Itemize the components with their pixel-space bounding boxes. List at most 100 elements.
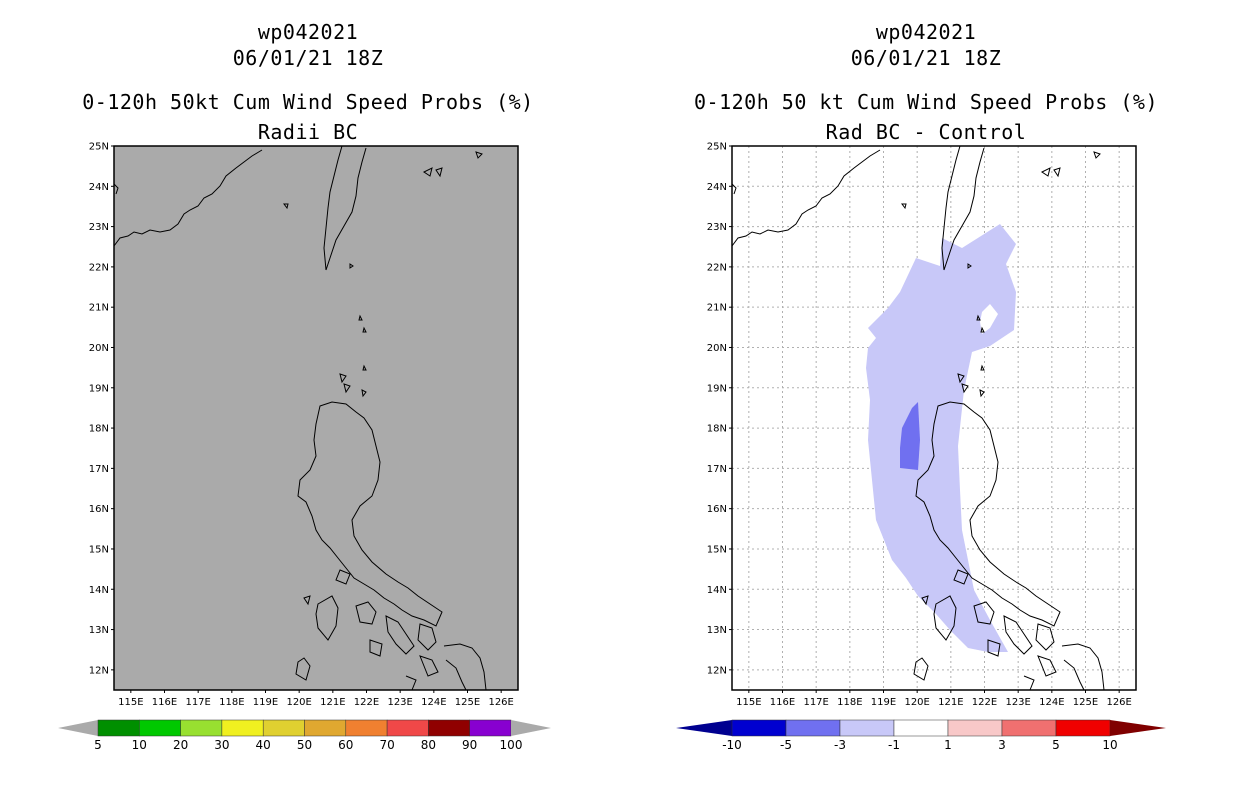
colorbar-swatch: [469, 719, 512, 737]
lat-label: 19N: [707, 383, 727, 394]
lat-label: 17N: [707, 464, 727, 475]
lat-label: 15N: [89, 544, 109, 555]
lat-label: 16N: [89, 504, 109, 515]
right-lat-axis: 25N 24N 23N 22N 21N 20N 19N 18N 17N 16N 15N 14N 13N 1…: [707, 142, 732, 676]
colorbar-low-arrow: [58, 720, 98, 736]
right-fill-light: [866, 224, 1016, 652]
lon-label: 117E: [803, 697, 828, 708]
lon-label: 118E: [219, 697, 244, 708]
colorbar-label: 60: [338, 738, 353, 752]
lat-label: 15N: [707, 544, 727, 555]
lat-label: 12N: [707, 665, 727, 676]
colorbar-label: 5: [94, 738, 102, 752]
lat-label: 21N: [89, 303, 109, 314]
colorbar-swatch: [428, 719, 470, 737]
colorbar-swatch: [262, 719, 305, 737]
left-colorbar: 5 10 20 30 40 50 60 70 80 90 100: [58, 719, 551, 752]
colorbar-swatch: [345, 719, 388, 737]
lat-label: 13N: [89, 625, 109, 636]
lat-label: 24N: [707, 182, 727, 193]
colorbar-swatch: [221, 719, 264, 737]
right-colorbar: -10 -5 -3 -1 1 3 5 10: [676, 719, 1166, 752]
colorbar-swatch: [839, 719, 895, 737]
left-subtitle: Radii BC: [257, 120, 359, 144]
colorbar-high-arrow: [511, 720, 551, 736]
colorbar-label: 100: [500, 738, 523, 752]
lon-label: 122E: [354, 697, 379, 708]
colorbar-swatch: [785, 719, 841, 737]
colorbar-swatch: [386, 719, 429, 737]
colorbar-swatch: [139, 719, 181, 737]
colorbar-swatch: [731, 719, 787, 737]
colorbar-high-arrow: [1110, 720, 1166, 736]
left-map-frame: [113, 145, 519, 691]
lat-label: 18N: [707, 424, 727, 435]
lon-label: 115E: [736, 697, 761, 708]
lon-label: 121E: [320, 697, 345, 708]
left-storm-id: wp042021: [257, 20, 359, 44]
lon-label: 121E: [938, 697, 963, 708]
left-lon-axis: 115E 116E 117E 118E 119E 120E 121E 122E 123E 124E…: [118, 690, 514, 708]
right-fill-dark: [900, 402, 920, 470]
left-map-background: [114, 146, 518, 690]
colorbar-label: 90: [462, 738, 477, 752]
right-title: 0-120h 50 kt Cum Wind Speed Probs (%): [693, 90, 1159, 114]
lon-label: 123E: [1005, 697, 1030, 708]
colorbar-label: -3: [834, 738, 846, 752]
left-coastlines: [113, 145, 487, 691]
lon-label: 118E: [837, 697, 862, 708]
lon-label: 116E: [770, 697, 795, 708]
lat-label: 20N: [707, 343, 727, 354]
colorbar-label: -10: [722, 738, 742, 752]
left-lat-axis: 25N 24N 23N 22N 21N 20N 19N 18N 17N 16N 15N 14N 13N 1…: [89, 142, 114, 676]
lon-label: 116E: [152, 697, 177, 708]
colorbar-label: 10: [132, 738, 147, 752]
lon-label: 119E: [871, 697, 896, 708]
lon-label: 126E: [488, 697, 513, 708]
lat-label: 21N: [707, 303, 727, 314]
lat-label: 13N: [707, 625, 727, 636]
lon-label: 126E: [1106, 697, 1131, 708]
colorbar-label: 40: [256, 738, 271, 752]
right-map-frame: [731, 145, 1137, 691]
colorbar-label: 5: [1052, 738, 1060, 752]
lat-label: 23N: [707, 222, 727, 233]
right-lon-axis: 115E 116E 117E 118E 119E 120E 121E 122E 123E 124E…: [736, 690, 1132, 708]
right-coastlines: [731, 145, 1105, 691]
colorbar-label: 80: [421, 738, 436, 752]
left-datetime: 06/01/21 18Z: [232, 46, 384, 70]
left-map: 25N 24N 23N 22N 21N 20N 19N 18N 17N 16N 15N 14N 13N 1…: [58, 142, 551, 752]
lat-label: 16N: [707, 504, 727, 515]
lat-label: 19N: [89, 383, 109, 394]
right-storm-id: wp042021: [875, 20, 977, 44]
right-datetime: 06/01/21 18Z: [850, 46, 1002, 70]
lat-label: 18N: [89, 424, 109, 435]
lon-label: 123E: [387, 697, 412, 708]
lon-label: 120E: [286, 697, 311, 708]
colorbar-swatch: [1055, 719, 1111, 737]
colorbar-low-arrow: [676, 720, 732, 736]
colorbar-label: 3: [998, 738, 1006, 752]
colorbar-label: -1: [888, 738, 900, 752]
colorbar-swatch: [97, 719, 140, 737]
lat-label: 14N: [707, 585, 727, 596]
lon-label: 119E: [253, 697, 278, 708]
colorbar-label: 70: [379, 738, 394, 752]
right-map: 25N 24N 23N 22N 21N 20N 19N 18N 17N 16N 15N 14N 13N 1…: [676, 142, 1166, 752]
lat-label: 25N: [89, 142, 109, 153]
colorbar-label: -5: [780, 738, 792, 752]
lat-label: 20N: [89, 343, 109, 354]
lon-label: 124E: [1039, 697, 1064, 708]
lat-label: 12N: [89, 665, 109, 676]
lat-label: 22N: [707, 262, 727, 273]
colorbar-label: 1: [944, 738, 952, 752]
lon-label: 122E: [972, 697, 997, 708]
lon-label: 117E: [185, 697, 210, 708]
lat-label: 24N: [89, 182, 109, 193]
colorbar-swatch: [304, 719, 347, 737]
lon-label: 125E: [1073, 697, 1098, 708]
lon-label: 125E: [455, 697, 480, 708]
colorbar-swatch: [947, 719, 1003, 737]
lon-label: 115E: [118, 697, 143, 708]
right-fill-hole: [980, 304, 998, 334]
